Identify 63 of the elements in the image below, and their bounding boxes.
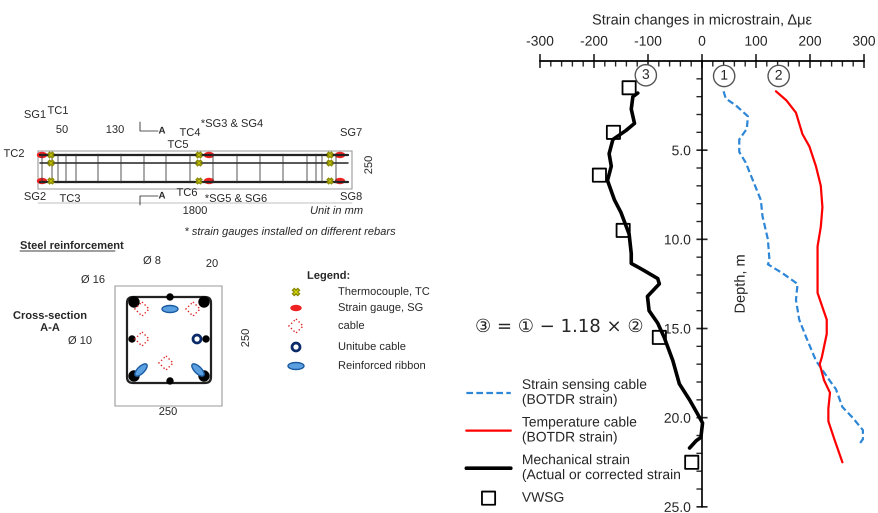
text: Ø 8 — [143, 256, 160, 264]
text: TC2 — [4, 149, 24, 157]
text: TC3 — [60, 194, 80, 202]
text: Ø 16 — [81, 274, 105, 284]
y-tick-label: 15.0 — [664, 324, 690, 334]
x-tick-label: -300 — [526, 36, 554, 46]
text: Thermocouple, TC — [338, 286, 430, 298]
text: *SG3 & SG4 — [200, 119, 263, 127]
legend-label: Strain sensing cable (BOTDR strain) — [522, 378, 646, 407]
text: 250 — [241, 329, 249, 347]
x-tick-label: 200 — [799, 36, 822, 46]
text: cable — [338, 320, 364, 329]
line-series — [722, 90, 864, 446]
text: Unitube cable — [338, 342, 406, 350]
text: * strain gauges installed on different rebars — [185, 226, 396, 238]
x-axis-title: Strain changes in microstrain, Δμε — [592, 14, 812, 28]
annotation: 2 — [776, 70, 782, 80]
x-tick-label: -200 — [580, 36, 608, 46]
text: TC4 — [180, 128, 200, 136]
point — [684, 454, 700, 470]
text: Steel reinforcement — [20, 240, 124, 249]
text: 250 — [159, 407, 177, 415]
y-axis-title: Depth, m — [734, 255, 748, 312]
line-series — [774, 90, 844, 464]
text: SG7 — [340, 128, 362, 136]
text: Legend: — [308, 270, 350, 282]
point — [606, 124, 621, 140]
text: A — [158, 126, 166, 134]
legend-label: VWSG — [522, 492, 564, 502]
text: SG1 — [24, 110, 46, 118]
y-tick-label: 5.0 — [672, 146, 690, 156]
text: Ø 10 — [68, 336, 92, 344]
y-tick-label: 25.0 — [664, 502, 690, 512]
text: Cross-section A-A — [13, 310, 86, 331]
text: 20 — [206, 259, 218, 267]
x-tick-label: 300 — [852, 36, 876, 46]
point — [592, 168, 607, 183]
legend-label: Temperature cable (BOTDR strain) — [522, 416, 636, 444]
text: 130 — [106, 125, 124, 133]
text: 1800 — [183, 206, 207, 214]
legend-label: Mechanical strain (Actual or corrected strain — [522, 454, 680, 482]
text: SG2 — [24, 192, 46, 200]
text: SG8 — [340, 192, 362, 200]
y-tick-label: 10.0 — [664, 234, 690, 245]
text: *SG5 & SG6 — [204, 194, 267, 202]
text: Strain gauge, SG — [338, 302, 422, 314]
y-tick-label: 20.0 — [664, 413, 690, 423]
text: TC1 — [48, 106, 68, 114]
text: TC5 — [168, 140, 188, 148]
point — [622, 80, 637, 96]
text: 50 — [56, 125, 68, 133]
annotation: 1 — [721, 70, 728, 80]
annotation: ③ = ① − 1.18 × ② — [476, 318, 642, 332]
x-tick-label: -100 — [634, 36, 662, 46]
text: TC6 — [176, 188, 198, 196]
text: A — [158, 192, 166, 199]
text: Unit in mm — [310, 206, 363, 214]
annotation: 3 — [642, 69, 650, 79]
x-tick-label: 100 — [745, 36, 768, 46]
text: 250 — [364, 156, 372, 174]
x-tick-label: 0 — [698, 36, 706, 46]
point — [616, 222, 631, 238]
text: Reinforced ribbon — [338, 360, 425, 369]
